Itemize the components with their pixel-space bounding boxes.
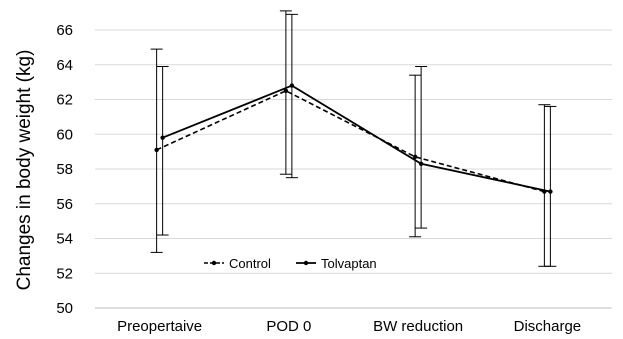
legend: Control Tolvaptan [204, 256, 377, 271]
data-point-tolvaptan-1 [160, 135, 165, 140]
x-axis-ticks: Preopertaive POD 0 BW reduction Discharge [117, 318, 581, 335]
error-bar-tolvaptan-1 [156, 65, 169, 236]
y-tick-label-60: 60 [56, 126, 73, 143]
data-point-control-3 [412, 154, 418, 160]
y-tick-label-52: 52 [56, 265, 73, 282]
legend-label-control: Control [229, 256, 271, 271]
y-axis-title: Changes in body weight (kg) [14, 50, 35, 291]
data-point-control-1 [154, 147, 159, 153]
y-tick-label-54: 54 [56, 231, 73, 248]
data-point-tolvaptan-3 [418, 161, 424, 166]
error-bar-tolvaptan-4 [544, 105, 557, 267]
x-tick-label-1: Preopertaive [117, 318, 202, 335]
y-tick-label-66: 66 [56, 22, 73, 39]
y-tick-label-58: 58 [56, 161, 73, 178]
legend-marker-tolvaptan [303, 260, 309, 266]
y-tick-label-50: 50 [56, 300, 73, 317]
error-bar-control-4 [538, 104, 551, 267]
error-bar-tolvaptan-3 [415, 65, 428, 229]
y-tick-label-62: 62 [56, 92, 73, 109]
error-bar-tolvaptan-2 [285, 13, 298, 179]
legend-label-tolvaptan: Tolvaptan [321, 256, 377, 271]
series-line-tolvaptan [162, 84, 551, 193]
data-point-tolvaptan-4 [548, 189, 553, 194]
y-axis-ticks: 50 52 54 56 58 60 62 64 66 [56, 22, 73, 317]
error-bars [150, 10, 557, 267]
series-lines [154, 83, 553, 194]
legend-marker-control [211, 260, 217, 266]
data-point-control-2 [283, 88, 289, 94]
x-tick-label-3: BW reduction [373, 318, 463, 335]
y-tick-label-64: 64 [56, 57, 73, 74]
gridlines [95, 29, 612, 309]
y-tick-label-56: 56 [56, 196, 73, 213]
series-line-control [156, 89, 545, 193]
x-tick-label-4: Discharge [514, 318, 582, 335]
data-point-tolvaptan-2 [289, 83, 295, 88]
x-tick-label-2: POD 0 [266, 318, 311, 335]
